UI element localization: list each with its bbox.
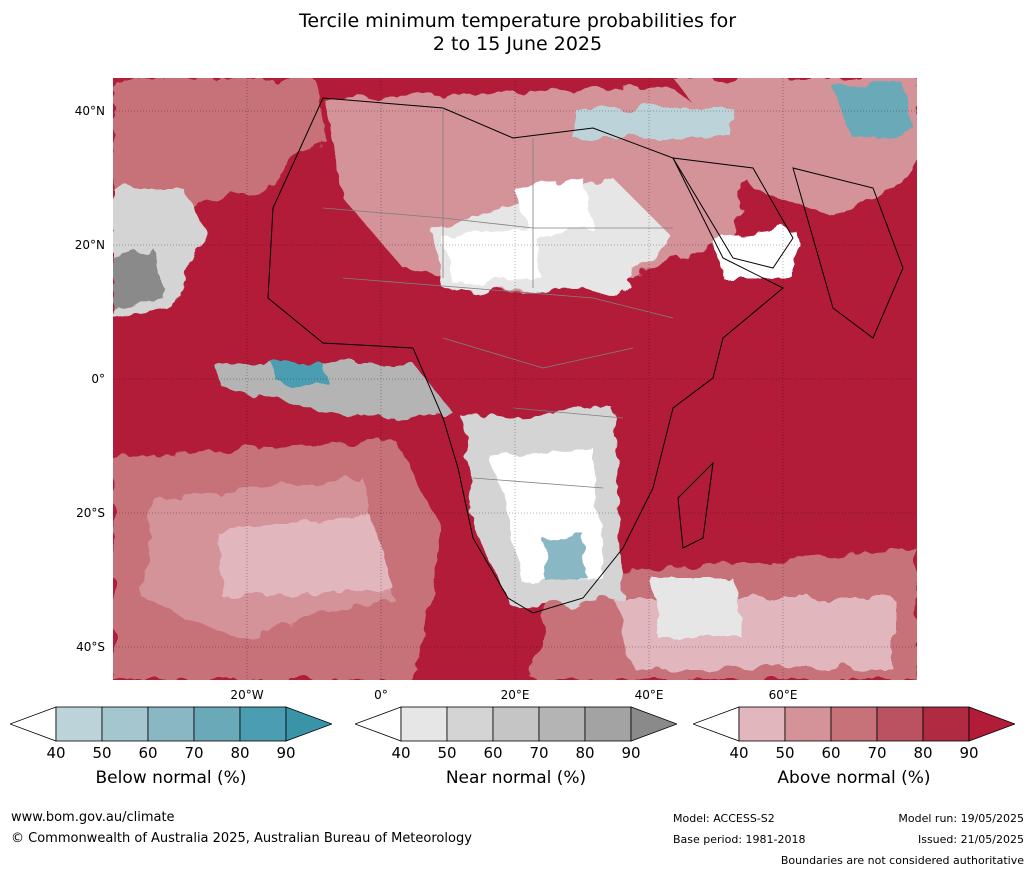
lon-label-20e: 20°E	[500, 688, 530, 702]
below-segment-50	[101, 706, 149, 742]
below-tick-60: 60	[138, 744, 158, 762]
graticule	[113, 78, 917, 680]
below-low-extend	[10, 706, 57, 742]
model-run-date: Model run: 19/05/2025	[898, 812, 1024, 825]
above-normal-label: Above normal (%)	[777, 768, 931, 788]
lat-label-40n: 40°N	[74, 104, 105, 118]
lat-label-0: 0°	[91, 372, 105, 386]
near-segment-80	[584, 706, 632, 742]
above-tick-60: 60	[821, 744, 841, 762]
above-low-extend	[693, 706, 740, 742]
near-segment-70	[538, 706, 586, 742]
near-high-extend	[630, 706, 677, 742]
near-normal-colorbar	[355, 706, 677, 742]
title-line-2: 2 to 15 June 2025	[432, 33, 603, 55]
above-normal-colorbar	[693, 706, 1015, 742]
above-segment-50	[784, 706, 832, 742]
near-normal-label: Near normal (%)	[445, 768, 587, 788]
below-normal-colorbar	[10, 706, 332, 742]
probability-map[interactable]	[113, 78, 917, 680]
lon-label-60e: 60°E	[768, 688, 798, 702]
map-svg	[113, 78, 917, 680]
above-tick-50: 50	[775, 744, 795, 762]
copyright-text: © Commonwealth of Australia 2025, Austra…	[11, 831, 472, 846]
above-tick-90: 90	[959, 744, 979, 762]
coastline	[267, 97, 784, 614]
above-segment-80	[922, 706, 970, 742]
above-tick-40: 40	[729, 744, 749, 762]
base-period: Base period: 1981-2018	[673, 833, 806, 846]
above-segment-70	[876, 706, 924, 742]
above-high-extend	[968, 706, 1015, 742]
country-boundaries	[322, 108, 674, 489]
below-tick-50: 50	[92, 744, 112, 762]
near-tick-80: 80	[575, 744, 595, 762]
near-tick-70: 70	[529, 744, 549, 762]
lat-label-20s: 20°S	[76, 506, 105, 520]
lat-label-20n: 20°N	[74, 238, 105, 252]
below-segment-70	[193, 706, 241, 742]
near-tick-90: 90	[621, 744, 641, 762]
lon-label-40e: 40°E	[634, 688, 664, 702]
below-segment-40	[55, 706, 103, 742]
near-low-extend	[355, 706, 402, 742]
near-tick-40: 40	[391, 744, 411, 762]
below-high-extend	[285, 706, 332, 742]
above-tick-80: 80	[913, 744, 933, 762]
title-line-1: Tercile minimum temperature probabilitie…	[298, 10, 737, 32]
near-tick-60: 60	[483, 744, 503, 762]
below-segment-80	[239, 706, 287, 742]
above-segment-60	[830, 706, 878, 742]
near-tick-50: 50	[437, 744, 457, 762]
near-segment-50	[446, 706, 494, 742]
lon-label-0: 0°	[374, 688, 388, 702]
near-segment-60	[492, 706, 540, 742]
below-normal-label: Below normal (%)	[95, 768, 247, 788]
map-title: Tercile minimum temperature probabilitie…	[0, 10, 1035, 56]
below-tick-80: 80	[230, 744, 250, 762]
below-tick-40: 40	[46, 744, 66, 762]
near-segment-40	[400, 706, 448, 742]
below-tick-70: 70	[184, 744, 204, 762]
boundary-disclaimer: Boundaries are not considered authoritat…	[780, 854, 1024, 867]
below-tick-90: 90	[276, 744, 296, 762]
above-segment-40	[738, 706, 786, 742]
lat-label-40s: 40°S	[76, 640, 105, 654]
below-segment-60	[147, 706, 195, 742]
model-name: Model: ACCESS-S2	[673, 812, 775, 825]
website-link[interactable]: www.bom.gov.au/climate	[11, 810, 175, 825]
issued-date: Issued: 21/05/2025	[917, 833, 1024, 846]
lon-label-20w: 20°W	[230, 688, 264, 702]
above-tick-70: 70	[867, 744, 887, 762]
madagascar-outline	[677, 461, 714, 549]
